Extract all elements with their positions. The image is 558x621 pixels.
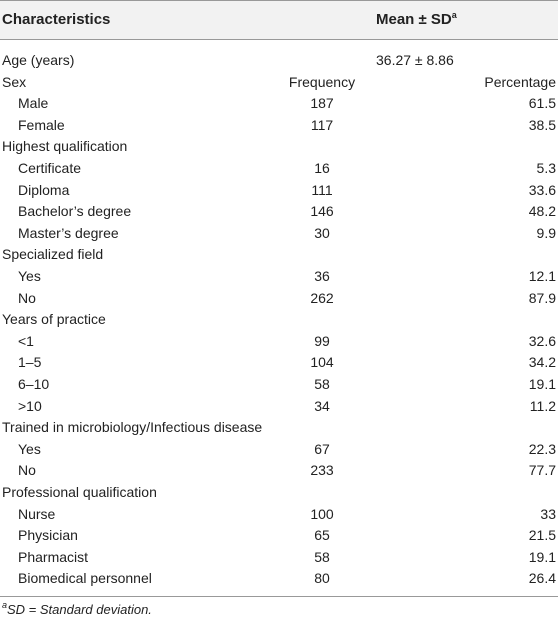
percentage-cell: 19.1 <box>528 548 556 565</box>
row-label: Yes <box>18 440 41 457</box>
row-label: Pharmacist <box>18 548 89 565</box>
frequency-cell: 100 <box>310 505 334 522</box>
frequency-cell: 117 <box>310 116 334 133</box>
percentage-cell: 48.2 <box>528 203 556 220</box>
row-label: Biomedical personnel <box>18 570 152 587</box>
row-label: Trained in microbiology/Infectious disea… <box>2 419 263 436</box>
row-label: 6–10 <box>18 376 50 392</box>
frequency-cell: 80 <box>314 570 330 587</box>
mean-cell: 36.27 ± 8.86 <box>376 52 454 68</box>
frequency-cell: 111 <box>311 181 333 198</box>
frequency-cell: 187 <box>310 95 334 112</box>
row-label: Certificate <box>18 160 82 176</box>
frequency-cell: 233 <box>310 462 334 479</box>
row-label: Master’s degree <box>18 224 119 241</box>
frequency-cell: 67 <box>314 440 330 457</box>
frequency-cell: 58 <box>314 548 330 565</box>
percentage-cell: 21.5 <box>528 527 556 544</box>
percentage-cell: 61.5 <box>528 95 556 112</box>
header-cell: Characteristics <box>2 11 111 28</box>
frequency-cell: Frequency <box>288 73 356 90</box>
row-label: 1–5 <box>18 354 42 371</box>
footnote-mark: a <box>451 10 457 20</box>
frequency-cell: 262 <box>310 289 334 306</box>
percentage-cell: 77.7 <box>528 462 556 479</box>
percentage-cell: 34.2 <box>528 354 556 371</box>
row-label: <1 <box>18 332 34 349</box>
footnote-text: SD = Standard deviation. <box>7 602 152 617</box>
frequency-cell: 34 <box>314 397 330 414</box>
row-label: Diploma <box>18 181 70 198</box>
frequency-cell: 104 <box>310 354 334 371</box>
table-rule <box>0 596 558 597</box>
row-label: No <box>18 289 36 306</box>
frequency-cell: 58 <box>314 376 330 392</box>
row-label: Nurse <box>18 505 56 522</box>
frequency-cell: 65 <box>314 527 330 544</box>
row-label: Years of practice <box>2 311 106 328</box>
percentage-cell: 33.6 <box>528 181 556 198</box>
percentage-cell: 9.9 <box>536 224 556 241</box>
row-label: Age (years) <box>2 52 75 68</box>
percentage-cell: 87.9 <box>528 289 556 306</box>
frequency-cell: 146 <box>310 203 334 220</box>
frequency-cell: 16 <box>314 160 330 176</box>
frequency-cell: 30 <box>314 224 330 241</box>
percentage-cell: 12.1 <box>528 268 556 284</box>
percentage-cell: 33 <box>540 505 556 522</box>
footnote: aSD = Standard deviation. <box>2 600 152 618</box>
percentage-cell: 26.4 <box>528 570 556 587</box>
header-text: Mean ± SD <box>376 11 452 28</box>
table-header <box>0 0 558 40</box>
row-label: >10 <box>18 397 42 414</box>
percentage-cell: 38.5 <box>528 116 556 133</box>
frequency-cell: 36 <box>314 268 330 284</box>
percentage-cell: 19.1 <box>528 376 556 392</box>
percentage-cell: 32.6 <box>528 332 556 349</box>
row-label: Sex <box>2 73 27 90</box>
header-cell: Mean ± SDa <box>376 11 457 29</box>
row-label: Bachelor’s degree <box>18 203 132 220</box>
frequency-cell: 99 <box>314 332 330 349</box>
row-label: Specialized field <box>2 246 104 263</box>
footnote-mark: a <box>2 600 8 610</box>
row-label: Yes <box>18 268 41 284</box>
percentage-cell: 11.2 <box>529 397 556 414</box>
row-label: Male <box>18 95 49 112</box>
row-label: Female <box>18 116 65 133</box>
percentage-cell: 22.3 <box>528 440 556 457</box>
percentage-cell: 5.3 <box>536 160 556 176</box>
row-label: Highest qualification <box>2 138 128 155</box>
row-label: Professional qualification <box>2 484 157 500</box>
percentage-cell: Percentage <box>484 73 556 90</box>
row-label: No <box>18 462 36 479</box>
row-label: Physician <box>18 527 78 544</box>
